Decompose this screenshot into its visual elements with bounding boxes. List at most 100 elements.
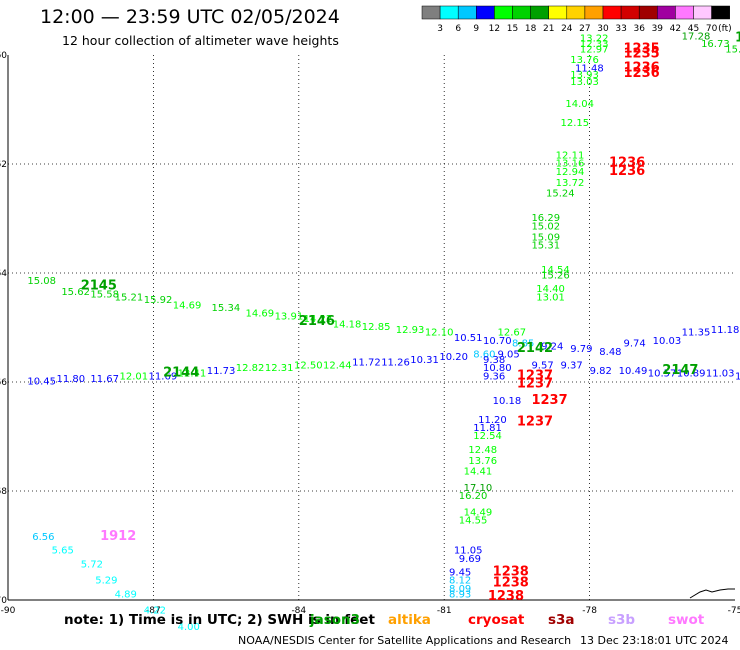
wave-height-label: 10.31 <box>410 355 439 366</box>
wave-height-label: 11.81 <box>473 423 502 434</box>
x-tick-label: -78 <box>582 606 597 616</box>
legend-tick-label: 33 <box>615 24 626 34</box>
time-label: 1238 <box>488 589 524 604</box>
wave-height-label: 12.41 <box>178 369 207 380</box>
wave-height-label: 9.79 <box>570 344 592 355</box>
legend-tick-label: 45 <box>688 24 699 34</box>
wave-height-label: 14.40 <box>536 284 565 295</box>
time-label: 1236 <box>624 66 660 81</box>
wave-height-label: 5.29 <box>95 576 117 587</box>
wave-height-label: 15.34 <box>212 303 241 314</box>
wave-height-label: 4.22 <box>144 606 166 617</box>
wave-height-label: 10.57 <box>648 369 677 380</box>
wave-height-label: 10.70 <box>483 336 512 347</box>
wave-height-label: 11.26 <box>381 358 410 369</box>
wave-height-label: 11.69 <box>149 371 178 382</box>
y-tick-label: -68 <box>0 487 7 497</box>
wave-height-label: 16.29 <box>531 213 560 224</box>
wave-height-label: 14.22 <box>304 314 333 325</box>
wave-height-label: 13.03 <box>570 77 599 88</box>
satellite-s3a: s3a <box>548 612 575 628</box>
wave-height-label: 14.55 <box>459 516 488 527</box>
legend-tick-label: 42 <box>670 24 681 34</box>
wave-height-label: 11.73 <box>207 366 236 377</box>
wave-height-label: 10.49 <box>619 366 648 377</box>
wave-height-label: 16.73 <box>701 39 730 50</box>
time-label: 1235 <box>624 41 660 56</box>
wave-height-label: 15.92 <box>144 295 173 306</box>
wave-height-label: 11.67 <box>90 374 119 385</box>
wave-height-label: 15.09 <box>531 232 560 243</box>
legend-tick-label: 12 <box>489 24 500 34</box>
wave-height-label: 13.91 <box>275 311 304 322</box>
wave-height-label: 13.93 <box>570 70 599 81</box>
wave-height-label: 15.24 <box>546 189 575 200</box>
wave-height-label: 13.01 <box>536 292 565 303</box>
satellite-cryosat: cryosat <box>468 612 525 628</box>
wave-height-label: 15.08 <box>27 276 56 287</box>
wave-height-label: 11.03 <box>706 369 735 380</box>
time-label: 1235 <box>624 47 660 62</box>
wave-height-label: 11.05 <box>454 546 483 557</box>
page-subtitle: 12 hour collection of altimeter wave hei… <box>62 33 339 48</box>
wave-height-label: 14.69 <box>173 300 202 311</box>
wave-height-label: 14.69 <box>245 309 274 320</box>
wave-height-label: 12.50 <box>294 360 323 371</box>
wave-height-label: 15.26 <box>541 270 570 281</box>
wave-height-label: 8.12 <box>449 576 471 587</box>
wave-height-label: 10.51 <box>454 333 483 344</box>
wave-height-label: 12.94 <box>556 167 585 178</box>
wave-height-label: 9.57 <box>531 360 553 371</box>
wave-height-label: 14.41 <box>464 467 493 478</box>
wave-height-label: 14.18 <box>333 320 362 331</box>
wave-height-label: 12.33 <box>580 39 609 50</box>
wave-height-label: 15.31 <box>531 240 560 251</box>
y-tick-label: -70 <box>0 596 7 606</box>
legend-tick-label: 18 <box>525 24 537 34</box>
wave-height-label: 10.92 <box>735 371 740 382</box>
y-tick-label: -62 <box>0 160 7 170</box>
coastline <box>689 588 735 599</box>
wave-height-label: 9.38 <box>483 355 505 366</box>
wave-height-label: 11.35 <box>682 328 711 339</box>
wave-height-label: 15.62 <box>61 287 90 298</box>
wave-height-label: 14.04 <box>565 99 594 110</box>
time-label: 1237 <box>517 368 553 383</box>
wave-height-label: 4.00 <box>178 622 200 633</box>
wave-height-label: 10.80 <box>483 363 512 374</box>
wave-height-label: 13.22 <box>580 33 609 44</box>
time-label: 1236 <box>609 164 645 179</box>
wave-height-label: 10.89 <box>677 369 706 380</box>
wave-height-label: 17.28 <box>682 32 711 43</box>
wave-height-label: 11.20 <box>478 415 507 426</box>
legend-tick-label: 36 <box>633 24 645 34</box>
time-label: 1238 <box>493 564 529 579</box>
wave-height-label: 6.56 <box>32 532 54 543</box>
legend-tick-label: 15 <box>507 24 518 34</box>
time-label: 2145 <box>81 278 117 293</box>
time-label: 1238 <box>493 575 529 590</box>
wave-height-label: 9.36 <box>483 371 505 382</box>
footer-date: 13 Dec 23:18:01 UTC 2024 <box>580 634 729 647</box>
legend-tick-label: 30 <box>597 24 609 34</box>
satellite-s3b: s3b <box>608 612 636 628</box>
wave-height-label: 12.93 <box>396 325 425 336</box>
legend-tick-label: 24 <box>561 24 573 34</box>
wave-height-label: 5.65 <box>52 546 74 557</box>
time-label: 1912 <box>100 529 136 544</box>
wave-height-label: 4.89 <box>115 589 137 600</box>
legend-tick-label: 21 <box>543 24 554 34</box>
wave-height-label: 11.80 <box>56 374 85 385</box>
legend-tick-label: 70 <box>706 24 718 34</box>
wave-height-label: 14.49 <box>464 508 493 519</box>
wave-height-label: 13.72 <box>556 178 585 189</box>
wave-height-label: 9.69 <box>459 554 481 565</box>
time-label: 1237 <box>517 376 553 391</box>
legend-swatch <box>711 5 730 20</box>
wave-height-label: 5.72 <box>81 559 103 570</box>
wave-height-label: 8.48 <box>599 347 621 358</box>
time-label: 1237 <box>531 393 567 408</box>
time-label: 2144 <box>163 366 199 381</box>
legend-tick-label: 9 <box>473 24 479 34</box>
